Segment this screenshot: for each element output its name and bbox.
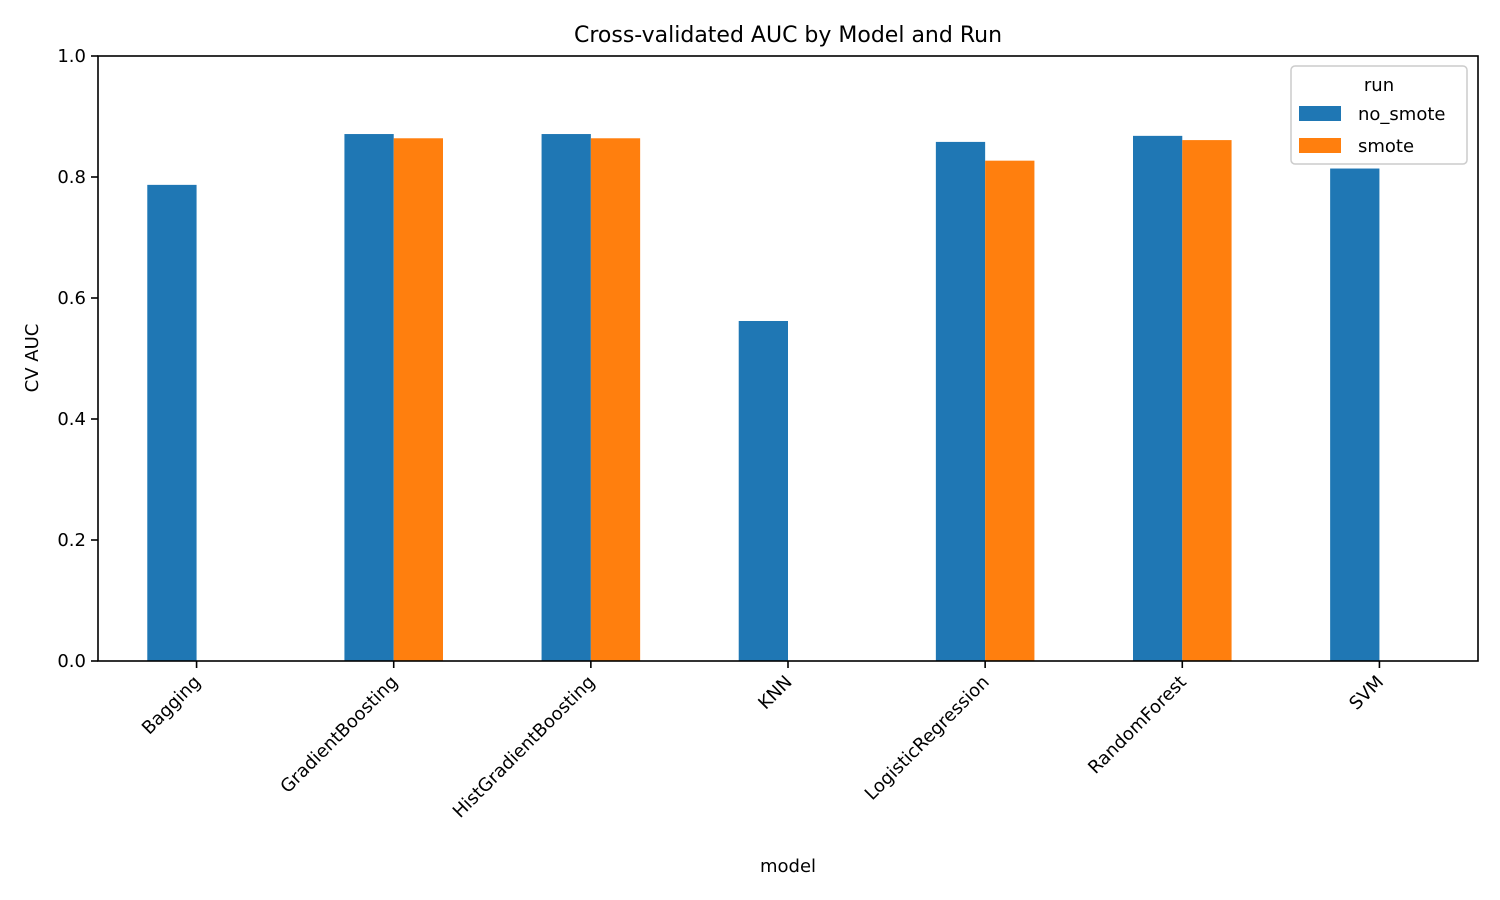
legend-label-no_smote: no_smote bbox=[1358, 104, 1445, 125]
bar-no_smote-GradientBoosting bbox=[344, 134, 394, 662]
bar-no_smote-LogisticRegression bbox=[935, 141, 986, 661]
legend-title: run bbox=[1364, 75, 1394, 96]
y-tick-label: 0.4 bbox=[57, 409, 86, 430]
bar-smote-GradientBoosting bbox=[393, 138, 443, 661]
bar-no_smote-HistGradientBoosting bbox=[541, 134, 591, 662]
bar-no_smote-RandomForest bbox=[1133, 135, 1183, 662]
x-tick-label-Bagging: Bagging bbox=[138, 672, 205, 739]
chart-title: Cross-validated AUC by Model and Run bbox=[574, 23, 1002, 48]
legend-swatch-smote bbox=[1299, 138, 1341, 153]
y-axis-label: CV AUC bbox=[22, 324, 43, 393]
y-tick-label: 0.2 bbox=[57, 530, 86, 551]
y-tick-label: 0.0 bbox=[57, 651, 86, 672]
bar-no_smote-Bagging bbox=[147, 184, 197, 662]
x-tick-label-RandomForest: RandomForest bbox=[1084, 672, 1191, 779]
bar-smote-LogisticRegression bbox=[985, 160, 1035, 662]
x-tick-label-GradientBoosting: GradientBoosting bbox=[276, 672, 402, 798]
x-axis-label: model bbox=[760, 856, 816, 877]
bar-no_smote-SVM bbox=[1330, 168, 1380, 661]
y-tick-label: 0.6 bbox=[57, 288, 86, 309]
x-tick-label-SVM: SVM bbox=[1345, 672, 1388, 715]
bars-layer bbox=[147, 134, 1380, 662]
x-tick-label-LogisticRegression: LogisticRegression bbox=[861, 672, 994, 805]
bar-smote-RandomForest bbox=[1182, 140, 1232, 662]
bar-smote-HistGradientBoosting bbox=[590, 138, 641, 661]
x-tick-label-KNN: KNN bbox=[754, 672, 796, 714]
x-tick-label-HistGradientBoosting: HistGradientBoosting bbox=[449, 672, 600, 823]
bar-no_smote-KNN bbox=[738, 320, 788, 661]
y-tick-label: 0.8 bbox=[57, 167, 86, 188]
legend-label-smote: smote bbox=[1358, 136, 1414, 157]
y-tick-label: 1.0 bbox=[57, 46, 86, 67]
legend-swatch-no_smote bbox=[1299, 106, 1341, 121]
